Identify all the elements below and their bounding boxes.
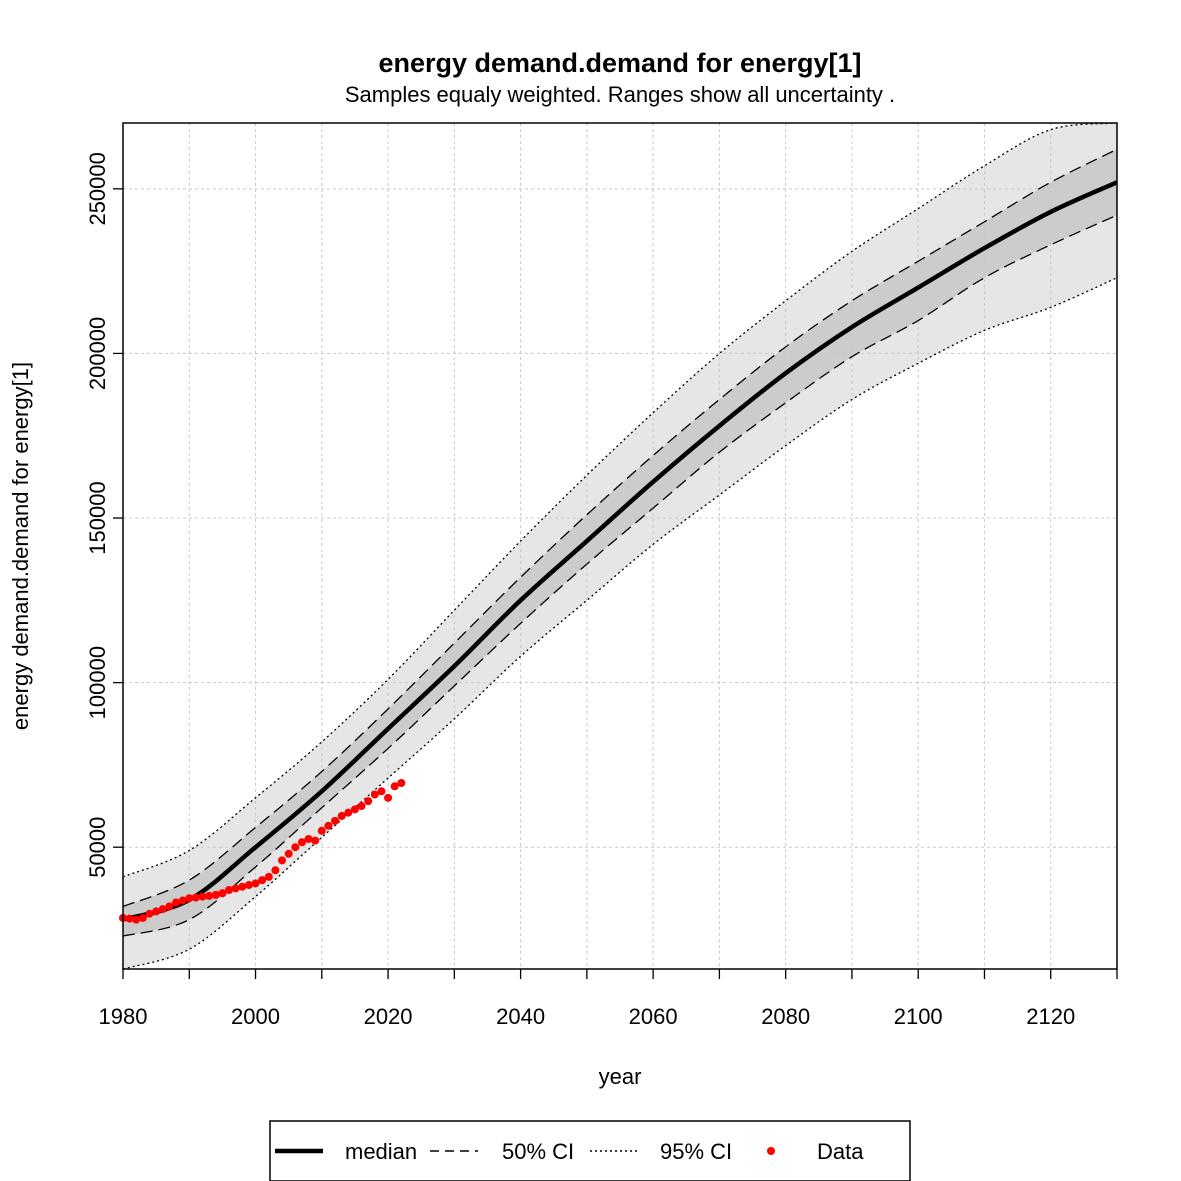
data-point [172,898,181,907]
data-point [205,891,214,900]
data-point [324,821,333,830]
x-tick-label: 2000 [231,1004,280,1029]
data-point [125,914,134,923]
data-point [397,779,406,788]
data-point [377,787,386,796]
y-tick-label: 250000 [85,152,110,225]
ci-bands [123,123,1117,969]
data-point [132,915,141,924]
data-point [145,909,154,918]
data-point [218,889,227,898]
legend-ci95-label: 95% CI [660,1139,732,1164]
data-point [191,893,200,902]
y-tick-label: 100000 [85,646,110,719]
data-point [238,882,247,891]
chart-title: energy demand.demand for energy[1] [378,48,861,78]
data-point [344,808,353,817]
data-point [370,790,379,799]
data-point [291,843,300,852]
legend-data-label: Data [817,1139,864,1164]
data-points [119,779,406,924]
data-point [231,884,240,893]
series-lines [123,123,1117,969]
x-axis: 1980 2000 2020 2040 2060 2080 2100 2120 [99,969,1118,1029]
x-axis-label: year [599,1064,642,1089]
y-axis-label: energy demand.demand for energy[1] [8,362,33,730]
data-point [185,894,194,903]
data-point [278,856,287,865]
data-point [244,881,253,890]
data-point [198,892,207,901]
data-point [138,913,147,922]
x-tick-label: 1980 [99,1004,148,1029]
data-point [384,793,393,802]
y-tick-label: 150000 [85,481,110,554]
legend-data-swatch [767,1147,775,1155]
data-point [178,896,187,905]
chart-subtitle: Samples equaly weighted. Ranges show all… [345,82,895,107]
data-point [165,902,174,911]
ci50-band [123,149,1117,937]
data-point [225,885,234,894]
legend-median-label: median [345,1139,417,1164]
legend-ci50-label: 50% CI [502,1139,574,1164]
ci95-lower-line [123,277,1117,969]
y-axis: 50000 100000 150000 200000 250000 [85,152,123,878]
data-point [251,879,260,888]
ci50-upper-line [123,148,1117,908]
ci95-upper-line [123,123,1117,878]
data-point [258,876,267,885]
median-line [123,180,1117,922]
data-point [211,890,220,899]
data-point [158,905,167,914]
plot-border [122,122,1118,970]
data-point [271,866,280,875]
grid-lines [123,123,1117,969]
data-point [364,797,373,806]
x-tick-label: 2040 [496,1004,545,1029]
legend: median 50% CI 95% CI Data [269,1120,911,1181]
x-tick-label: 2120 [1026,1004,1075,1029]
y-tick-label: 200000 [85,317,110,390]
data-point [297,838,306,847]
data-point [317,826,326,835]
x-tick-label: 2100 [894,1004,943,1029]
x-tick-label: 2020 [364,1004,413,1029]
data-point [264,872,273,881]
data-point [357,802,366,811]
x-tick-label: 2060 [629,1004,678,1029]
data-point [152,907,161,916]
data-point [390,782,399,791]
data-point [337,811,346,820]
data-point [350,805,359,814]
data-point [311,836,320,845]
data-point [304,834,313,843]
x-tick-label: 2080 [761,1004,810,1029]
y-tick-label: 50000 [85,817,110,878]
data-point [331,816,340,825]
data-point [284,849,293,858]
